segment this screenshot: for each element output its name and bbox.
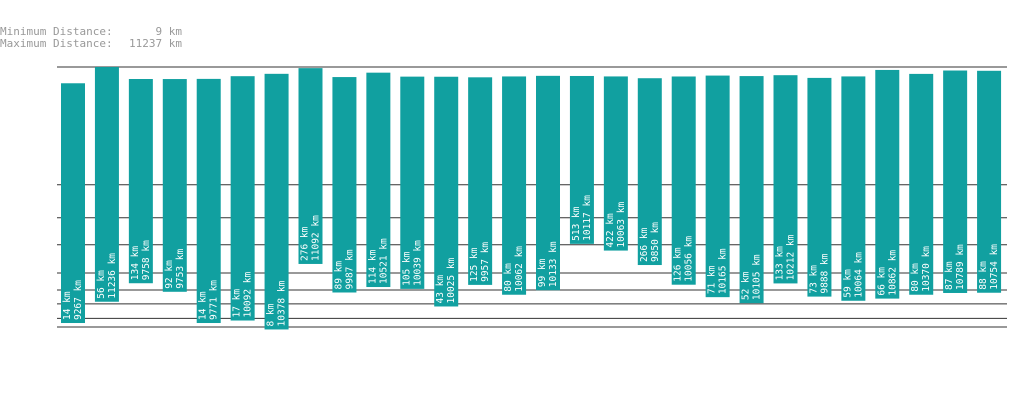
high-label: 10521 km xyxy=(378,238,389,284)
high-label: 10378 km xyxy=(277,280,288,326)
bar xyxy=(400,76,425,289)
high-label: 9267 km xyxy=(73,280,84,320)
bar xyxy=(196,78,221,324)
low-label: 133 km xyxy=(775,246,786,281)
bar xyxy=(366,72,391,288)
bar xyxy=(875,69,900,299)
low-label: 105 km xyxy=(401,251,412,286)
bar xyxy=(502,76,527,295)
low-label: 66 km xyxy=(876,267,887,296)
low-label: 14 km xyxy=(62,291,73,320)
high-label: 10862 km xyxy=(887,250,898,296)
high-label: 9957 km xyxy=(480,242,491,282)
low-label: 87 km xyxy=(944,261,955,290)
max-value: 11237 km xyxy=(129,37,182,50)
low-label: 125 km xyxy=(469,247,480,282)
min-value: 9 km xyxy=(156,25,183,38)
bar xyxy=(773,75,798,284)
high-label: 9753 km xyxy=(175,248,186,288)
max-label: Maximum Distance: xyxy=(0,37,113,50)
high-label: 10165 km xyxy=(718,248,729,294)
low-label: 513 km xyxy=(571,206,582,241)
bar xyxy=(332,77,357,293)
low-label: 276 km xyxy=(300,226,311,261)
low-label: 80 km xyxy=(910,263,921,292)
bar xyxy=(637,78,662,266)
bar xyxy=(264,73,289,330)
high-label: 11092 km xyxy=(311,215,322,261)
low-label: 80 km xyxy=(503,263,514,292)
bar xyxy=(94,67,119,302)
low-label: 92 km xyxy=(164,260,175,289)
low-label: 114 km xyxy=(367,249,378,284)
bar xyxy=(569,75,594,244)
bar xyxy=(162,79,187,292)
high-label: 10025 km xyxy=(446,257,457,303)
bar xyxy=(468,77,493,285)
high-label: 11236 km xyxy=(107,253,118,299)
bar xyxy=(536,75,560,291)
high-label: 10754 km xyxy=(989,244,1000,290)
low-label: 71 km xyxy=(707,265,718,294)
bar xyxy=(671,76,696,285)
bar xyxy=(61,83,85,324)
low-label: 126 km xyxy=(673,247,684,282)
high-label: 9850 km xyxy=(650,222,661,262)
high-label: 10212 km xyxy=(786,234,797,280)
bar xyxy=(434,76,459,307)
low-label: 52 km xyxy=(741,271,752,300)
high-label: 9888 km xyxy=(819,253,830,293)
bar xyxy=(705,75,730,298)
low-label: 17 km xyxy=(232,289,243,318)
low-label: 59 km xyxy=(842,269,853,298)
bar xyxy=(128,79,153,284)
high-label: 10062 km xyxy=(514,246,525,292)
high-label: 10056 km xyxy=(684,236,695,282)
high-label: 10789 km xyxy=(955,244,966,290)
low-label: 73 km xyxy=(808,265,819,294)
low-label: 99 km xyxy=(537,258,548,287)
low-label: 134 km xyxy=(130,246,141,281)
high-label: 9771 km xyxy=(209,280,220,320)
high-label: 10063 km xyxy=(616,202,627,248)
bar xyxy=(298,68,323,264)
bar xyxy=(230,76,255,321)
bar xyxy=(739,76,764,304)
high-label: 10092 km xyxy=(243,271,254,317)
low-label: 89 km xyxy=(333,261,344,290)
high-label: 10117 km xyxy=(582,195,593,241)
low-label: 43 km xyxy=(435,275,446,304)
high-label: 9758 km xyxy=(141,240,152,280)
min-label: Minimum Distance: xyxy=(0,25,113,38)
bar xyxy=(807,77,832,297)
bar xyxy=(943,70,968,293)
low-label: 266 km xyxy=(639,227,650,262)
high-label: 10105 km xyxy=(752,254,763,300)
high-label: 10064 km xyxy=(853,252,864,298)
low-label: 8 km xyxy=(266,303,277,326)
bar xyxy=(841,76,866,301)
high-label: 10039 km xyxy=(412,240,423,286)
bar xyxy=(977,70,1002,293)
high-label: 10133 km xyxy=(548,241,559,287)
low-label: 14 km xyxy=(198,291,209,320)
high-label: 10370 km xyxy=(921,246,932,292)
low-label: 56 km xyxy=(96,270,107,299)
bar xyxy=(909,73,934,295)
low-label: 88 km xyxy=(978,261,989,290)
bar xyxy=(603,76,628,251)
high-label: 9987 km xyxy=(344,249,355,289)
low-label: 422 km xyxy=(605,213,616,248)
